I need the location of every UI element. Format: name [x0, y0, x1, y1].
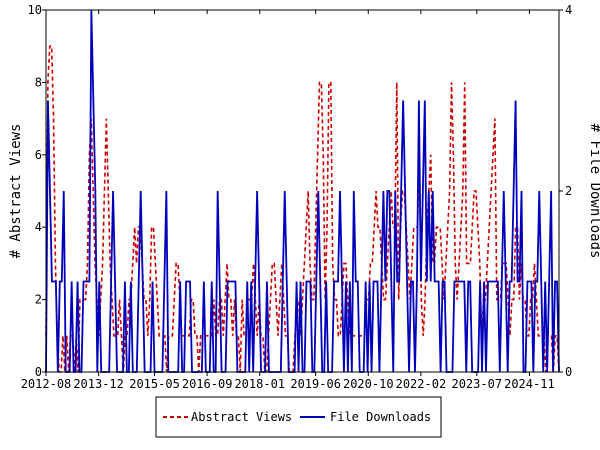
series-line-abstract-views — [45, 45, 560, 373]
x-tick-label: 2023-07 — [451, 377, 502, 391]
y-left-tick-label: 8 — [35, 75, 42, 89]
plot-frame — [45, 9, 560, 373]
y-left-tick-label: 4 — [35, 220, 42, 234]
x-tick-label: 2015-05 — [129, 377, 180, 391]
x-tick-label: 2013-12 — [73, 377, 124, 391]
legend-label-file-downloads: File Downloads — [330, 410, 431, 424]
x-tick-label: 2012-08 — [21, 377, 72, 391]
x-tick-label: 2019-06 — [290, 377, 341, 391]
legend: Abstract Views File Downloads — [155, 396, 442, 438]
x-tick-label: 2020-10 — [343, 377, 394, 391]
y-axis-right-label: # File Downloads — [587, 124, 600, 259]
legend-label-abstract-views: Abstract Views — [191, 410, 292, 424]
y-axis-left: 0 2 4 6 8 10 — [28, 3, 46, 379]
y-left-tick-label: 6 — [35, 148, 42, 162]
y-axis-right: 0 2 4 — [559, 3, 572, 379]
legend-box — [155, 396, 442, 438]
y-right-tick-label: 4 — [565, 3, 572, 17]
y-axis-left-label: # Abstract Views — [8, 124, 24, 259]
x-tick-label: 2018-01 — [234, 377, 285, 391]
x-tick-label: 2022-02 — [396, 377, 447, 391]
y-left-tick-label: 10 — [28, 3, 42, 17]
y-right-tick-label: 2 — [565, 184, 572, 198]
y-left-tick-label: 0 — [35, 365, 42, 379]
x-tick-label: 2024-11 — [504, 377, 555, 391]
x-tick-label: 2016-09 — [182, 377, 233, 391]
y-right-tick-label: 0 — [565, 365, 572, 379]
series-line-file-downloads — [45, 9, 560, 373]
y-left-tick-label: 2 — [35, 293, 42, 307]
x-axis: 2012-08 2013-12 2015-05 2016-09 2018-01 2019-… — [21, 10, 555, 391]
plot-lines — [45, 9, 560, 373]
